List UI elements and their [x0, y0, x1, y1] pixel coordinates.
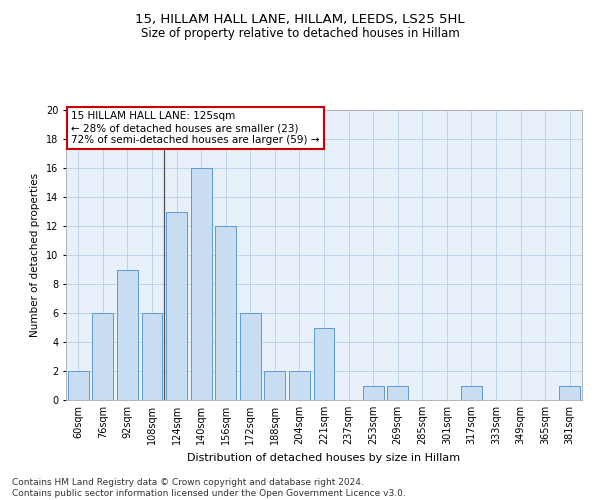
Text: Size of property relative to detached houses in Hillam: Size of property relative to detached ho…	[140, 28, 460, 40]
Bar	[559, 386, 580, 400]
Bar	[191, 168, 212, 400]
Bar	[265, 371, 286, 400]
Bar	[362, 386, 383, 400]
Bar	[215, 226, 236, 400]
Bar	[92, 313, 113, 400]
Text: 15 HILLAM HALL LANE: 125sqm
← 28% of detached houses are smaller (23)
72% of sem: 15 HILLAM HALL LANE: 125sqm ← 28% of det…	[71, 112, 320, 144]
Bar	[117, 270, 138, 400]
Bar	[68, 371, 89, 400]
Y-axis label: Number of detached properties: Number of detached properties	[31, 173, 40, 337]
Bar	[240, 313, 261, 400]
Text: Contains HM Land Registry data © Crown copyright and database right 2024.
Contai: Contains HM Land Registry data © Crown c…	[12, 478, 406, 498]
Bar	[461, 386, 482, 400]
Bar	[314, 328, 334, 400]
Bar	[289, 371, 310, 400]
Text: 15, HILLAM HALL LANE, HILLAM, LEEDS, LS25 5HL: 15, HILLAM HALL LANE, HILLAM, LEEDS, LS2…	[135, 12, 465, 26]
Bar	[387, 386, 408, 400]
X-axis label: Distribution of detached houses by size in Hillam: Distribution of detached houses by size …	[187, 452, 461, 462]
Bar	[142, 313, 163, 400]
Bar	[166, 212, 187, 400]
